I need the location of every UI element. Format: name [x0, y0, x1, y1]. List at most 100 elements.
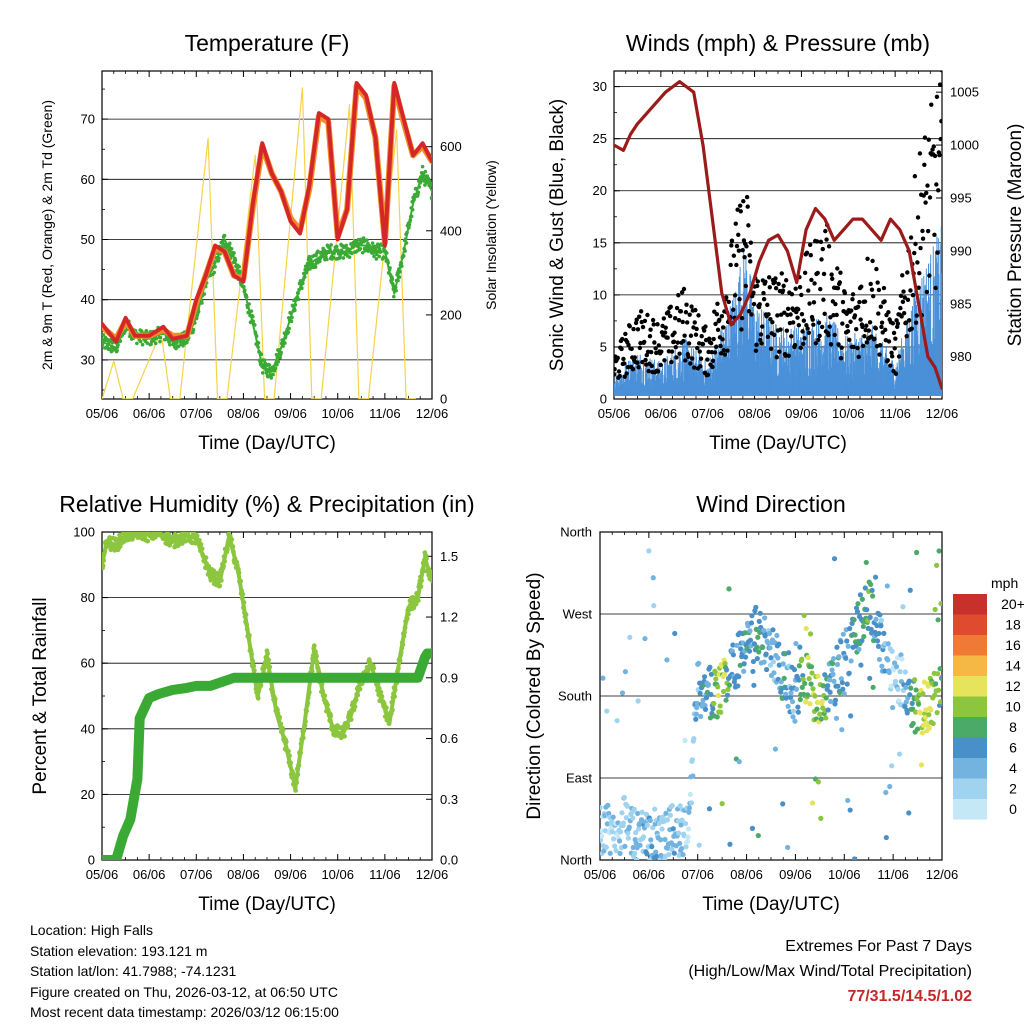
direction-point — [892, 678, 899, 684]
direction-point — [920, 691, 926, 697]
direction-point — [855, 601, 861, 607]
direction-point — [871, 637, 877, 644]
direction-point — [702, 706, 709, 713]
direction-point — [896, 698, 902, 704]
gust-point — [877, 343, 883, 348]
direction-point — [600, 675, 606, 681]
gust-point — [793, 286, 798, 291]
extremes-values: 77/31.5/14.5/1.02 — [847, 988, 972, 1005]
direction-point — [749, 825, 756, 831]
gust-point — [688, 361, 693, 366]
gust-point — [638, 309, 644, 314]
gust-point — [814, 239, 820, 244]
rh-point — [137, 532, 139, 533]
direction-point — [897, 669, 903, 675]
winds-panel: Winds (mph) & Pressure (mb) 05/06 06/06 07/… — [547, 30, 1024, 454]
direction-point — [831, 556, 838, 562]
gust-point — [828, 315, 833, 320]
gust-point — [870, 258, 875, 264]
direction-point — [840, 686, 846, 692]
rh-point — [158, 526, 163, 531]
y-tick-label: North — [560, 525, 592, 540]
direction-point — [681, 833, 687, 839]
rh-point — [145, 527, 150, 532]
direction-point — [730, 652, 736, 658]
direction-point — [790, 708, 797, 714]
direction-point — [834, 661, 841, 668]
direction-point — [818, 815, 824, 821]
gust-point — [883, 327, 888, 333]
dewpoint-point — [338, 255, 342, 259]
y-tick-label: 10 — [593, 287, 607, 302]
direction-point — [701, 674, 708, 680]
gust-point — [710, 358, 716, 363]
direction-point — [689, 757, 695, 763]
gust-point — [708, 341, 714, 346]
gust-point — [931, 144, 936, 149]
dewpoint-point — [144, 328, 149, 333]
temperature-series — [102, 81, 432, 399]
station-latlon: Station lat/lon: 41.7988; -74.1231 — [30, 963, 237, 979]
gust-point — [646, 368, 651, 374]
gust-point — [810, 317, 815, 322]
direction-point — [671, 850, 677, 856]
direction-point — [890, 704, 896, 711]
direction-point — [680, 851, 686, 858]
direction-point — [868, 626, 874, 632]
rh-point — [160, 527, 165, 532]
gust-point — [817, 333, 822, 339]
direction-point — [783, 695, 789, 701]
direction-point — [808, 664, 815, 670]
direction-point — [736, 759, 742, 765]
gust-point — [713, 344, 719, 349]
direction-point — [713, 676, 719, 682]
direction-point — [868, 581, 874, 588]
dewpoint-point — [314, 253, 318, 258]
dewpoint-point — [329, 243, 333, 247]
colorbar-swatch — [953, 717, 987, 738]
colorbar-label: 16 — [1005, 637, 1021, 653]
rh-point — [148, 532, 152, 533]
gust-point — [929, 102, 934, 107]
direction-point — [685, 826, 692, 832]
y-tick-label: South — [558, 689, 592, 704]
direction-point — [714, 714, 720, 720]
station-info: Location: High Falls Station elevation: … — [30, 920, 339, 1023]
gust-point — [743, 283, 749, 289]
direction-point — [912, 677, 918, 683]
gust-point — [914, 313, 919, 318]
direction-point — [725, 686, 731, 693]
gust-point — [773, 285, 779, 291]
gust-point — [826, 244, 832, 249]
direction-point — [666, 851, 672, 858]
direction-point — [810, 686, 816, 692]
gust-point — [644, 352, 649, 358]
gust-point — [933, 285, 938, 291]
direction-point — [799, 656, 805, 662]
rh-line — [102, 532, 432, 790]
dewpoint-point — [275, 362, 279, 367]
direction-point — [856, 646, 862, 652]
gust-point — [902, 295, 907, 300]
direction-point — [859, 638, 865, 644]
colorbar-label: 2 — [1009, 781, 1017, 797]
y-tick-label: 25 — [593, 131, 607, 146]
gust-point — [679, 290, 685, 295]
x-tick-label: 06/06 — [133, 406, 166, 421]
gust-point — [624, 371, 629, 376]
gust-point — [855, 304, 861, 310]
dewpoint-point — [427, 179, 432, 183]
gust-point — [662, 330, 668, 335]
gust-point — [864, 323, 869, 328]
gust-point — [629, 346, 634, 352]
gust-point — [807, 301, 812, 306]
direction-point — [737, 662, 743, 668]
temperature-panel: Temperature (F) 05/06 06/06 07/06 08/06 09/06… — [39, 30, 499, 454]
direction-point — [937, 666, 942, 672]
direction-point — [650, 824, 656, 831]
y2-tick-label: 995 — [950, 190, 972, 205]
gust-point — [682, 333, 687, 338]
direction-point — [770, 659, 777, 665]
dewpoint-point — [420, 164, 425, 169]
gust-point — [918, 245, 923, 251]
